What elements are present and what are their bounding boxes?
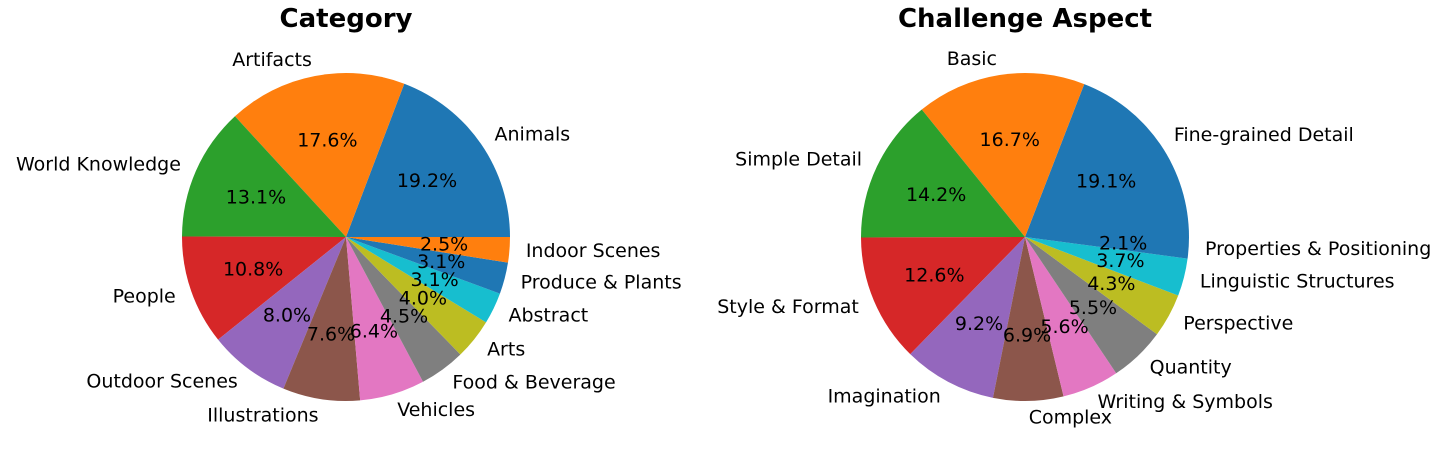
pie-slice-outdoor-scenes xyxy=(218,237,346,389)
slice-label-food-and-beverage: Food & Beverage xyxy=(452,372,615,394)
pie-slice-people xyxy=(181,236,346,340)
slice-label-world-knowledge: World Knowledge xyxy=(16,153,181,175)
slice-label-abstract: Abstract xyxy=(508,304,588,326)
slice-label-basic: Basic xyxy=(947,48,997,70)
pie-slice-writing-and-symbols xyxy=(1025,237,1117,397)
pct-label-simple-detail: 14.2% xyxy=(906,184,966,206)
pct-label-perspective: 4.3% xyxy=(1087,273,1135,295)
pct-label-basic: 16.7% xyxy=(980,129,1040,151)
slice-label-imagination: Imagination xyxy=(828,386,941,408)
pct-label-produce-and-plants: 3.1% xyxy=(417,251,465,273)
pie-slice-imagination xyxy=(910,237,1025,398)
slice-label-illustrations: Illustrations xyxy=(207,404,318,426)
pie-slice-illustrations xyxy=(283,237,361,402)
pie-percent-labels: 19.1% 16.7% 14.2% 12.6% 9.2%6.9%5.6%5.5%4.3%… xyxy=(904,129,1147,347)
pie-slice-food-and-beverage xyxy=(346,237,461,382)
pie-slice-vehicles xyxy=(346,237,424,401)
pct-label-animals: 19.2% xyxy=(397,170,457,192)
pie-slice-produce-and-plants xyxy=(346,237,508,294)
slice-label-artifacts: Artifacts xyxy=(232,49,312,71)
pie-slice-artifacts xyxy=(234,72,405,237)
slice-label-fine-grained-detail: Fine-grained Detail xyxy=(1174,124,1354,146)
pct-label-artifacts: 17.6% xyxy=(297,129,357,151)
chart-title: Category xyxy=(280,4,413,34)
slice-label-animals: Animals xyxy=(495,124,571,146)
pct-label-imagination: 9.2% xyxy=(955,313,1003,335)
pct-label-properties-and-positioning: 2.1% xyxy=(1099,232,1147,254)
pct-label-quantity: 5.5% xyxy=(1069,297,1117,319)
pie-slice-properties-and-positioning xyxy=(1025,237,1189,259)
pct-label-abstract: 3.1% xyxy=(410,269,458,291)
pie-slice-animals xyxy=(346,83,510,237)
slice-label-quantity: Quantity xyxy=(1150,356,1232,378)
slice-label-arts: Arts xyxy=(487,338,525,360)
pct-label-people: 10.8% xyxy=(223,258,283,280)
slice-label-perspective: Perspective xyxy=(1183,312,1293,334)
slice-label-simple-detail: Simple Detail xyxy=(735,149,862,171)
slice-label-properties-and-positioning: Properties & Positioning xyxy=(1205,238,1431,260)
pie-slice-linguistic-structures xyxy=(1025,237,1188,296)
pct-label-writing-and-symbols: 5.6% xyxy=(1040,316,1088,338)
pie-slices xyxy=(860,72,1189,401)
pie-category-labels: Animals Artifacts World Knowledge People Out… xyxy=(16,49,682,426)
pie-category-labels: Fine-grained Detail Basic Simple Detail Sty… xyxy=(717,48,1431,429)
category-pie-chart: Category 19.2% 17.6% 13.1% 10.8% 8.0%7.6%6.4… xyxy=(16,4,682,426)
slice-label-people: People xyxy=(113,286,176,308)
pie-slice-arts xyxy=(346,237,487,355)
pct-label-style-and-format: 12.6% xyxy=(904,264,964,286)
pie-slice-fine-grained-detail xyxy=(1025,84,1189,237)
pie-slice-quantity xyxy=(1025,237,1158,374)
pie-slice-style-and-format xyxy=(861,237,1025,355)
slice-label-complex: Complex xyxy=(1029,406,1112,428)
pct-label-illustrations: 7.6% xyxy=(307,323,355,345)
pct-label-linguistic-structures: 3.7% xyxy=(1096,250,1144,272)
pct-label-food-and-beverage: 4.5% xyxy=(380,305,428,327)
pct-label-outdoor-scenes: 8.0% xyxy=(263,305,311,327)
pct-label-vehicles: 6.4% xyxy=(350,320,398,342)
pie-slice-complex xyxy=(992,237,1064,401)
pct-label-world-knowledge: 13.1% xyxy=(226,186,286,208)
pie-slice-world-knowledge xyxy=(182,116,346,237)
slice-label-style-and-format: Style & Format xyxy=(717,296,859,318)
slice-label-produce-and-plants: Produce & Plants xyxy=(521,271,682,293)
pie-slices xyxy=(181,72,510,402)
pie-slice-simple-detail xyxy=(860,109,1025,238)
pct-label-fine-grained-detail: 19.1% xyxy=(1076,170,1136,192)
slice-label-vehicles: Vehicles xyxy=(397,399,475,421)
pct-label-indoor-scenes: 2.5% xyxy=(420,234,468,256)
pie-slice-basic xyxy=(921,72,1085,238)
chart-title: Challenge Aspect xyxy=(898,4,1152,34)
slice-label-outdoor-scenes: Outdoor Scenes xyxy=(86,370,237,392)
slice-label-linguistic-structures: Linguistic Structures xyxy=(1200,270,1395,292)
pie-slice-indoor-scenes xyxy=(346,237,510,263)
pie-slice-perspective xyxy=(1025,237,1179,335)
challenge-aspect-pie-chart: Challenge Aspect 19.1% 16.7% 14.2% 12.6% 9.2… xyxy=(717,4,1431,428)
slice-label-indoor-scenes: Indoor Scenes xyxy=(526,240,661,262)
slice-label-writing-and-symbols: Writing & Symbols xyxy=(1097,391,1272,413)
pie-slice-abstract xyxy=(346,237,500,323)
pie-percent-labels: 19.2% 17.6% 13.1% 10.8% 8.0%7.6%6.4%4.5%4.0%… xyxy=(223,129,468,345)
pct-label-complex: 6.9% xyxy=(1003,324,1051,346)
pct-label-arts: 4.0% xyxy=(399,287,447,309)
